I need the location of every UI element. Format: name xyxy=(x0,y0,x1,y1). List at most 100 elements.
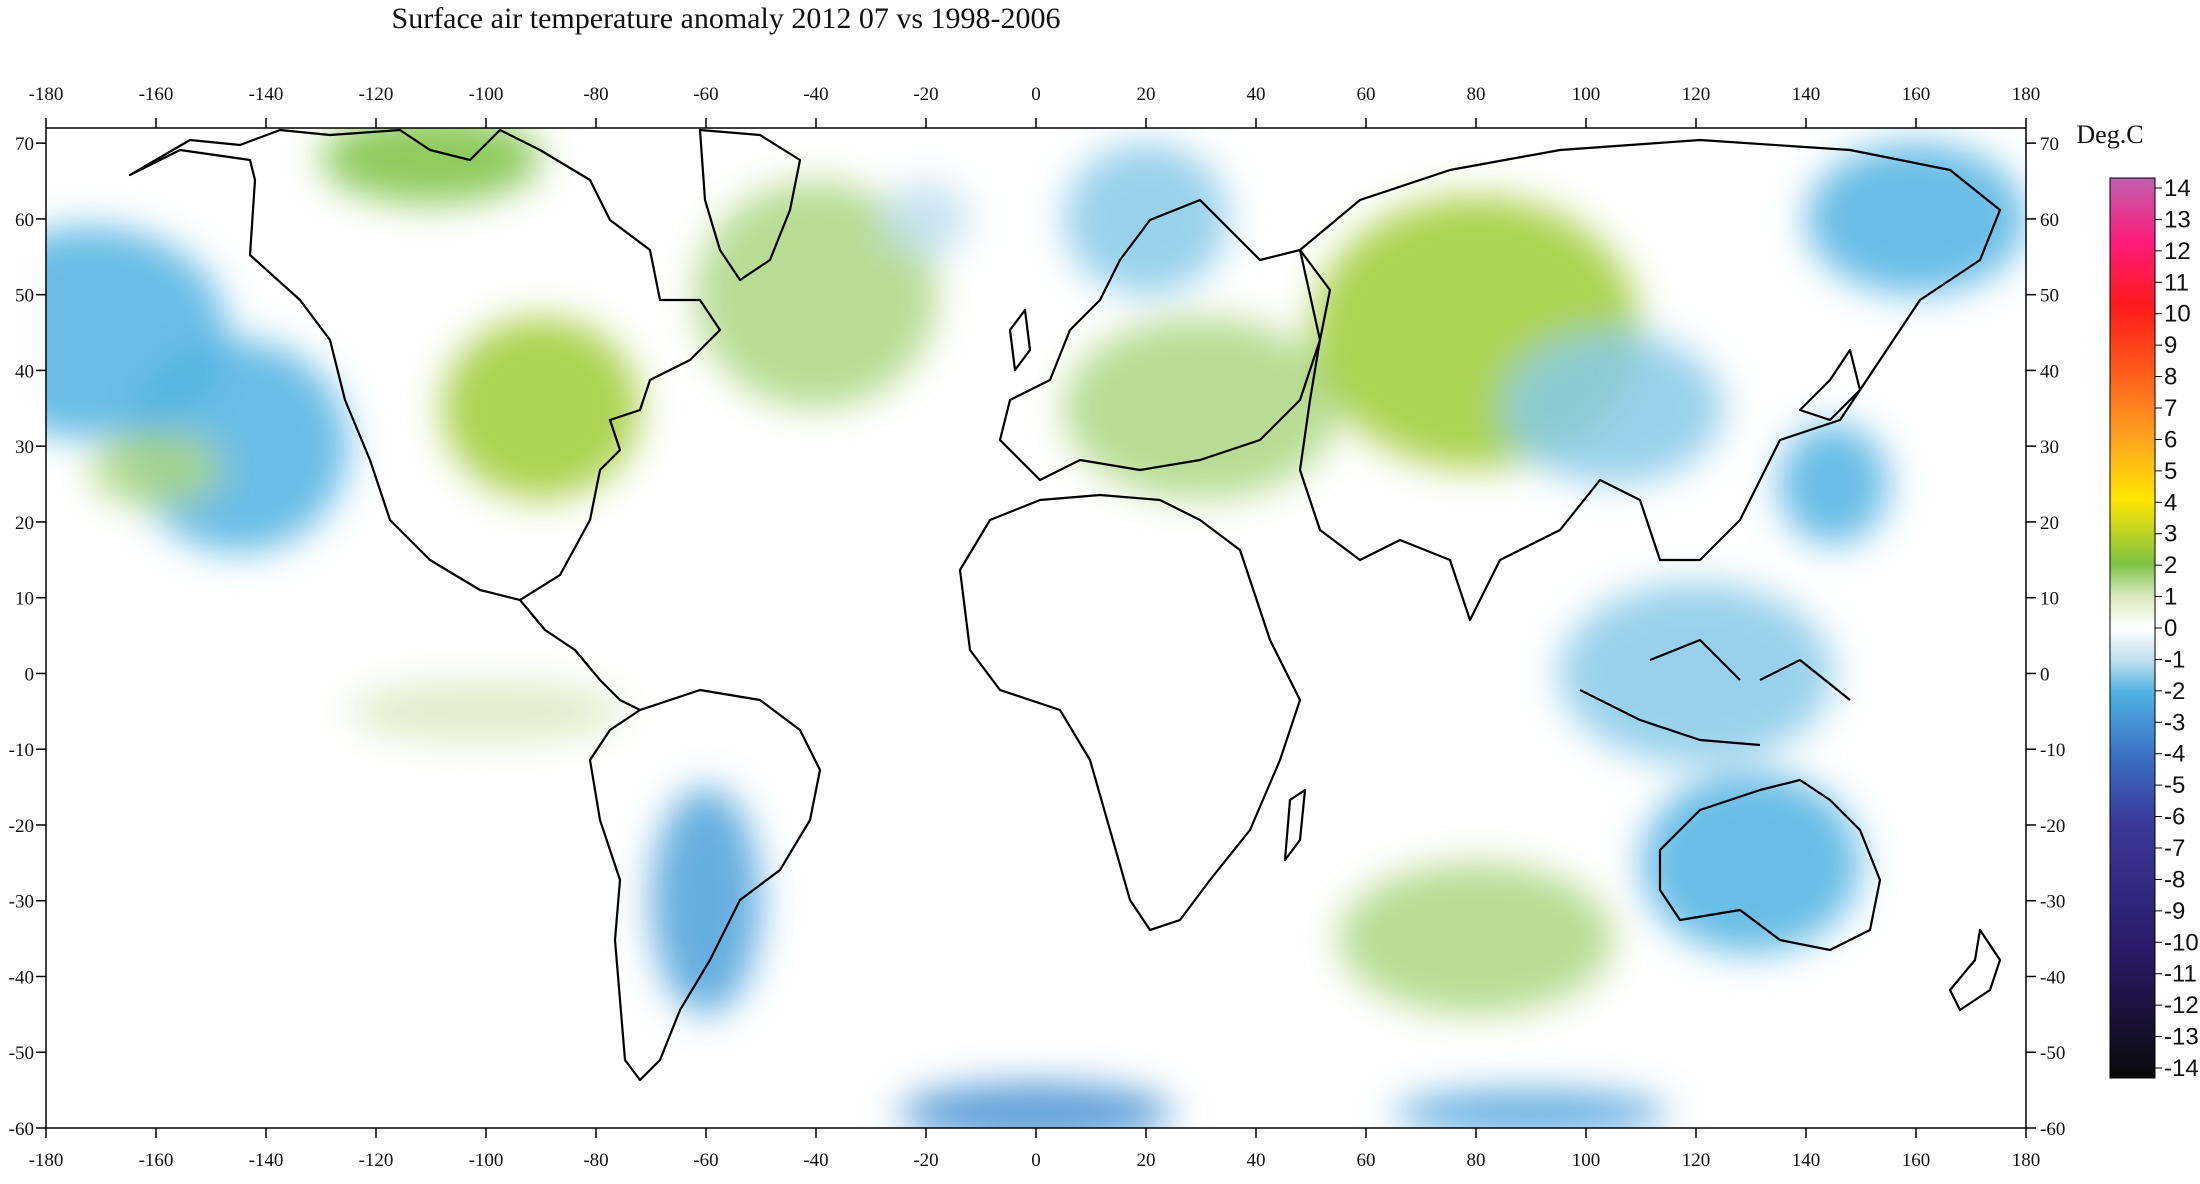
lat-tick-label-right: -10 xyxy=(2040,740,2065,761)
lat-tick-label-right: -30 xyxy=(2040,892,2065,913)
lat-tick-label-right: 70 xyxy=(2040,134,2059,155)
anomaly-region xyxy=(1338,862,1614,1015)
anomaly-region xyxy=(1641,771,1861,954)
lon-tick-label-top: -100 xyxy=(469,84,504,105)
lat-tick-label-right: 30 xyxy=(2040,437,2059,458)
colorbar-tick-label: 5 xyxy=(2164,458,2177,485)
colorbar-tick-label: 12 xyxy=(2164,238,2191,265)
map-title: Surface air temperature anomaly 2012 07 … xyxy=(391,2,1061,35)
lat-tick-label-right: 10 xyxy=(2040,589,2059,610)
lon-tick-label-top: -120 xyxy=(359,84,394,105)
lat-tick-label-right: -50 xyxy=(2040,1043,2065,1064)
lon-tick-label-bottom: 100 xyxy=(1572,1150,1601,1171)
coast-uk xyxy=(1008,308,1032,372)
lon-tick-label-bottom: 80 xyxy=(1467,1150,1486,1171)
colorbar-tick-label: 7 xyxy=(2164,395,2177,422)
colorbar: Deg.C 14131211109876543210-1-2-3-4-5-6-7… xyxy=(2076,120,2198,1082)
colorbar-tick-label: -14 xyxy=(2164,1055,2199,1082)
colorbar-tick-label: -13 xyxy=(2164,1024,2199,1051)
colorbar-tick-label: 13 xyxy=(2164,206,2191,233)
lat-tick-label-right: 40 xyxy=(2040,361,2059,382)
lat-tick-label-right: -20 xyxy=(2040,816,2065,837)
lon-tick-label-bottom: 120 xyxy=(1682,1150,1711,1171)
anomaly-region xyxy=(695,181,937,409)
colorbar-labels: 14131211109876543210-1-2-3-4-5-6-7-8-9-1… xyxy=(2155,175,2199,1082)
lon-tick-label-bottom: 0 xyxy=(1031,1150,1041,1171)
colorbar-unit-label: Deg.C xyxy=(2076,120,2143,149)
coast-africa xyxy=(958,493,1302,932)
colorbar-tick-label: -11 xyxy=(2164,961,2197,988)
coast-japan xyxy=(1798,348,1862,422)
colorbar-tick-label: -9 xyxy=(2164,898,2185,925)
lat-tick-label-left: 50 xyxy=(15,286,34,307)
anomaly-region xyxy=(90,431,222,507)
lat-tick-label-right: 50 xyxy=(2040,286,2059,307)
anomaly-region xyxy=(321,128,541,204)
anomaly-region xyxy=(1393,1090,1669,1128)
lon-tick-label-top: 80 xyxy=(1467,84,1486,105)
colorbar-tick-label: 10 xyxy=(2164,301,2191,328)
lon-tick-label-bottom: 20 xyxy=(1137,1150,1156,1171)
coast-central-america xyxy=(519,599,641,711)
lon-tick-label-bottom: -100 xyxy=(469,1150,504,1171)
lon-tick-label-top: -20 xyxy=(913,84,938,105)
lon-tick-label-top: 60 xyxy=(1357,84,1376,105)
lon-tick-label-top: 140 xyxy=(1792,84,1821,105)
lon-tick-label-top: -160 xyxy=(139,84,174,105)
anomaly-region xyxy=(882,181,970,257)
anomaly-region xyxy=(348,681,624,742)
colorbar-tick-label: 11 xyxy=(2164,269,2189,296)
lon-tick-label-top: -60 xyxy=(693,84,718,105)
lat-tick-label-right: -60 xyxy=(2040,1119,2065,1140)
lon-tick-label-bottom: -60 xyxy=(693,1150,718,1171)
anomaly-region xyxy=(1063,317,1339,500)
lon-tick-label-bottom: -40 xyxy=(803,1150,828,1171)
colorbar-tick-label: 3 xyxy=(2164,521,2177,548)
lon-tick-label-top: -180 xyxy=(29,84,64,105)
lat-tick-label-right: 60 xyxy=(2040,210,2059,231)
coast-south-america xyxy=(588,688,822,1082)
coast-indonesia xyxy=(1579,638,1851,747)
lat-tick-label-left: 20 xyxy=(15,513,34,534)
colorbar-tick-label: 2 xyxy=(2164,552,2177,579)
lat-tick-label-left: -30 xyxy=(9,892,34,913)
lon-tick-label-bottom: 40 xyxy=(1247,1150,1266,1171)
lon-tick-label-bottom: -20 xyxy=(913,1150,938,1171)
lon-tick-label-top: -80 xyxy=(583,84,608,105)
colorbar-tick-label: -5 xyxy=(2164,772,2185,799)
lat-tick-label-left: 70 xyxy=(15,134,34,155)
anomaly-region xyxy=(651,787,761,1015)
lat-tick-label-left: -20 xyxy=(9,816,34,837)
anomaly-region xyxy=(442,317,640,500)
lon-tick-label-top: 100 xyxy=(1572,84,1601,105)
lat-tick-label-left: 40 xyxy=(15,361,34,382)
anomaly-region xyxy=(1558,582,1834,765)
colorbar-tick-label: -8 xyxy=(2164,866,2185,893)
coastlines xyxy=(128,128,2002,1082)
anomaly-region xyxy=(1063,143,1229,295)
coast-asia xyxy=(1298,138,2002,622)
lon-tick-label-top: 120 xyxy=(1682,84,1711,105)
coast-greenland xyxy=(698,128,802,282)
colorbar-tick-label: -2 xyxy=(2164,678,2185,705)
coast-north-america xyxy=(128,128,722,602)
colorbar-tick-label: -6 xyxy=(2164,804,2185,831)
lon-tick-label-bottom: -120 xyxy=(359,1150,394,1171)
lon-tick-label-bottom: -140 xyxy=(249,1150,284,1171)
colorbar-tick-label: 8 xyxy=(2164,364,2177,391)
coast-europe xyxy=(998,198,1332,482)
lon-tick-label-bottom: 180 xyxy=(2012,1150,2041,1171)
colorbar-tick-label: 0 xyxy=(2164,615,2177,642)
coast-australia xyxy=(1658,778,1882,952)
lat-tick-label-left: 60 xyxy=(15,210,34,231)
lon-tick-label-bottom: 160 xyxy=(1902,1150,1931,1171)
anomaly-region xyxy=(1503,332,1724,485)
anomaly-region xyxy=(1806,143,2026,295)
lon-tick-label-top: -40 xyxy=(803,84,828,105)
temperature-anomaly-field xyxy=(46,128,2026,1128)
lat-tick-label-right: 0 xyxy=(2040,664,2050,685)
anomaly-region xyxy=(898,1082,1174,1128)
lon-tick-label-top: 0 xyxy=(1031,84,1041,105)
lon-tick-label-bottom: -180 xyxy=(29,1150,64,1171)
